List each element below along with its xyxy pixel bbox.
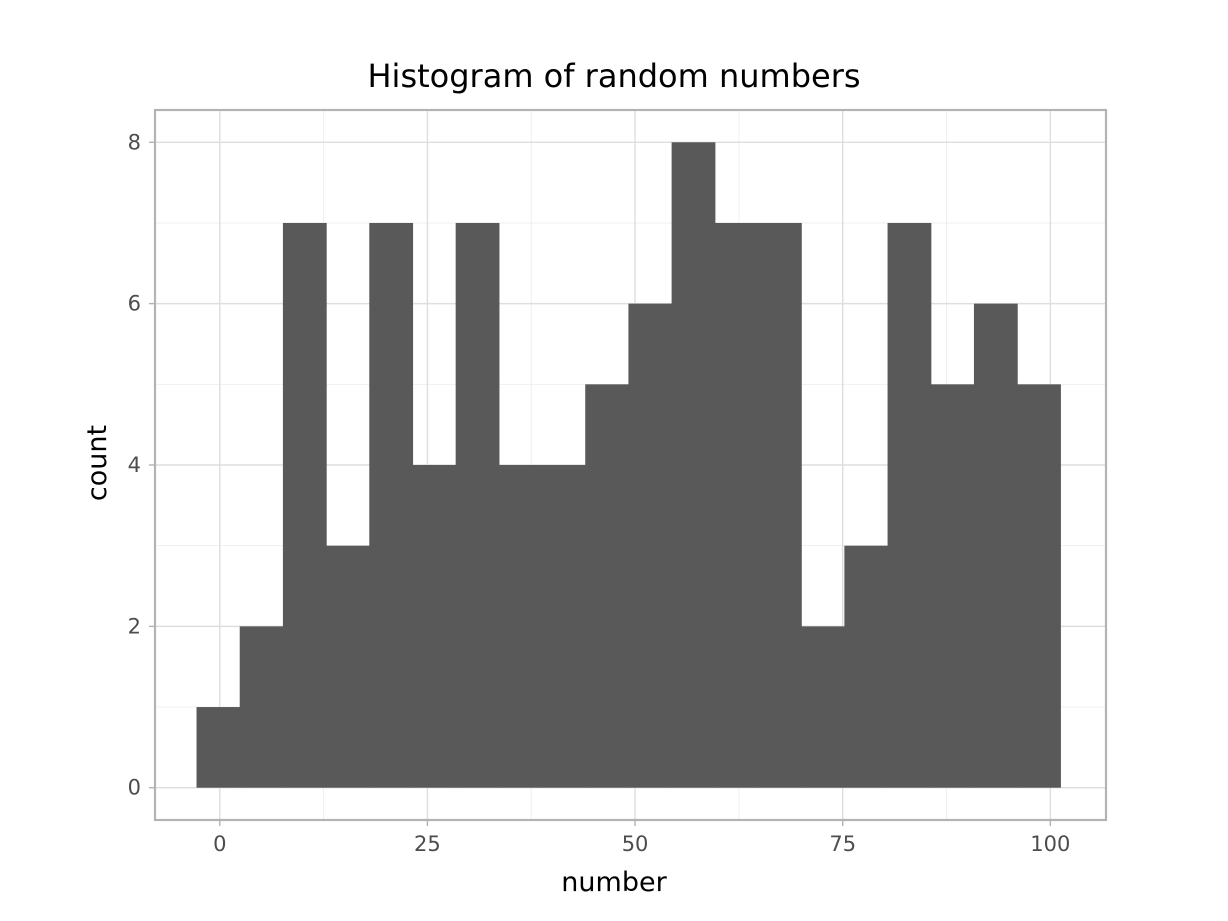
histogram-bar [757, 222, 802, 788]
histogram-bar [801, 626, 845, 788]
histogram-bar [369, 222, 414, 788]
y-tick-label: 0 [128, 776, 141, 800]
y-tick-label: 2 [128, 614, 141, 638]
y-tick-label: 6 [128, 292, 141, 316]
histogram-bar [326, 545, 370, 788]
histogram-bar [196, 707, 241, 788]
histogram-bar [714, 222, 759, 788]
y-tick-label: 8 [128, 130, 141, 154]
histogram-bar [1017, 384, 1061, 788]
histogram-bar [930, 384, 975, 788]
histogram-bar [282, 222, 327, 788]
histogram-bar [542, 465, 586, 788]
x-tick-label: 50 [622, 832, 649, 856]
histogram-bar [498, 465, 543, 788]
x-axis-label: number [561, 867, 667, 898]
histogram-bar [973, 303, 1018, 788]
histogram-bar [455, 222, 500, 788]
histogram-bar [671, 142, 716, 788]
histogram-bar [239, 626, 284, 788]
chart-title: Histogram of random numbers [367, 57, 860, 95]
x-tick-label: 75 [829, 832, 856, 856]
histogram-bar [628, 303, 673, 788]
histogram-bar [412, 465, 457, 788]
axis-ticks [149, 141, 1052, 826]
histogram-bars [196, 142, 1061, 788]
histogram-bar [585, 384, 630, 788]
histogram-bar [887, 222, 932, 788]
histogram-bar [844, 545, 889, 788]
x-tick-label: 100 [1030, 832, 1070, 856]
y-axis-tick-labels: 0 2 4 6 8 [128, 130, 141, 799]
y-axis-label: count [82, 425, 113, 501]
y-tick-label: 4 [128, 453, 141, 477]
x-tick-label: 25 [414, 832, 441, 856]
x-tick-label: 0 [213, 832, 226, 856]
x-axis-tick-labels: 0 25 50 75 100 [213, 832, 1070, 856]
